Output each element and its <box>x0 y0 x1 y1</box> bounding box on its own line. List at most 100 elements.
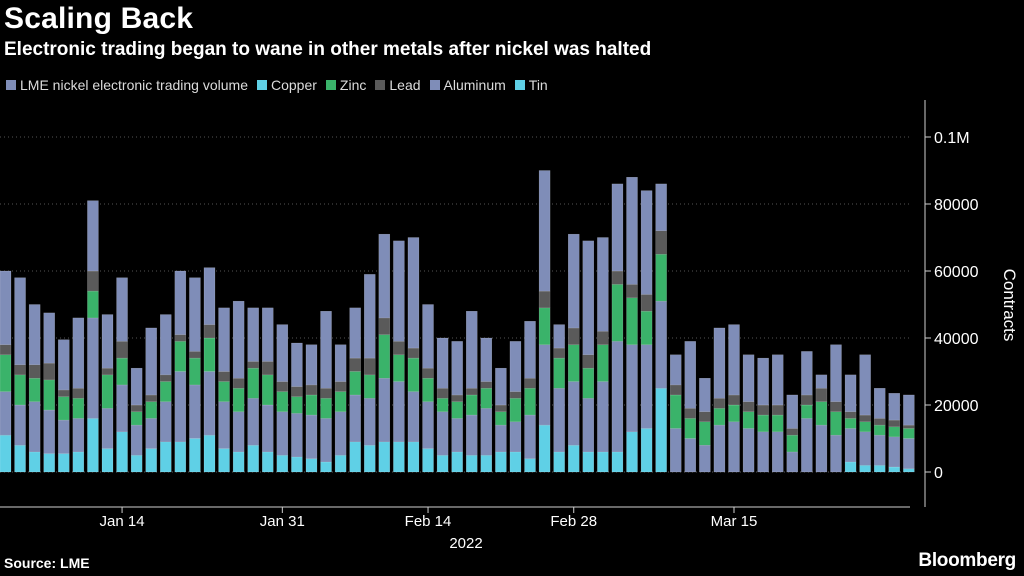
bar-segment-lead <box>393 240 405 342</box>
bar-segment-copper <box>349 371 361 396</box>
bar-segment-lead <box>742 354 755 402</box>
legend-item-lead: Lead <box>375 77 421 93</box>
legend-label: Zinc <box>339 77 367 93</box>
bar-segment-tin <box>538 424 551 473</box>
bar-segment-copper <box>859 421 871 433</box>
bar-segment-lead <box>597 237 609 332</box>
bar-segment-aluminum <box>247 398 259 446</box>
bar-segment-aluminum <box>0 391 12 436</box>
bar-segment-zinc <box>611 270 624 285</box>
bar-segment-zinc <box>655 230 667 255</box>
bar-segment-tin <box>14 445 26 473</box>
bar-segment-tin <box>626 431 638 473</box>
bar-segment-aluminum <box>495 424 507 453</box>
bar-segment-tin <box>364 445 376 473</box>
bar-segment-zinc <box>203 324 216 339</box>
bar-segment-lead <box>568 233 580 329</box>
bar-segment-tin <box>218 448 230 473</box>
bar-segment-aluminum <box>349 394 361 443</box>
bar-segment-lead <box>655 183 667 231</box>
x-tick-label: Mar 15 <box>711 513 758 530</box>
legend-item-tin: Tin <box>514 77 548 93</box>
bar-segment-zinc <box>422 367 434 379</box>
bar-segment-lead <box>364 274 376 359</box>
bar-segment-lead <box>903 394 915 426</box>
bar-segment-copper <box>786 434 798 453</box>
bar-segment-tin <box>203 434 216 473</box>
bar-segment-tin <box>232 451 245 473</box>
bar-segment-aluminum <box>116 384 128 432</box>
bar-segment-aluminum <box>757 431 769 473</box>
bar-segment-zinc <box>28 364 41 379</box>
bar-segment-aluminum <box>203 371 216 436</box>
bar-segment-copper <box>130 411 143 426</box>
bar-segment-copper <box>553 357 565 389</box>
bar-segment-aluminum <box>14 404 26 446</box>
bar-segment-tin <box>174 441 187 473</box>
bar-segment-copper <box>436 398 449 412</box>
bar-segment-copper <box>422 378 434 402</box>
bar-segment-tin <box>903 468 915 473</box>
bar-segment-tin <box>640 428 653 473</box>
legend-swatch <box>6 80 16 90</box>
bar-segment-aluminum <box>480 408 493 456</box>
chart-title: Scaling Back <box>4 2 194 35</box>
bar-segment-copper <box>844 418 857 429</box>
legend-item-aluminum: Aluminum <box>429 77 506 93</box>
bar-segment-lead <box>14 277 26 366</box>
bar-segment-zinc <box>844 411 857 419</box>
bar-segment-aluminum <box>830 434 842 473</box>
y-tick-label: 0 <box>934 465 943 482</box>
bar-segment-tin <box>480 455 493 473</box>
bar-segment-copper <box>888 426 900 438</box>
bar-segment-zinc <box>888 419 900 427</box>
bar-segment-copper <box>0 354 12 392</box>
bar-segment-tin <box>276 455 289 473</box>
bar-segment-copper <box>203 337 216 372</box>
bar-segment-copper <box>582 367 594 399</box>
bar-segment-aluminum <box>320 418 332 463</box>
bar-segment-zinc <box>582 354 594 369</box>
bar-segment-lead <box>276 324 289 382</box>
bar-segment-copper <box>291 396 303 414</box>
bar-segment-tin <box>87 418 99 473</box>
bar-segment-zinc <box>130 404 143 412</box>
x-tick-label: Feb 14 <box>405 513 452 530</box>
bar-segment-tin <box>888 466 900 473</box>
bar-segment-aluminum <box>174 371 187 443</box>
bar-segment-lead <box>407 237 420 349</box>
bar-segment-zinc <box>495 404 507 412</box>
bar-segment-lead <box>160 314 172 376</box>
bar-segment-copper <box>101 374 114 409</box>
bar-segment-aluminum <box>58 419 70 454</box>
bar-segment-tin <box>349 441 361 473</box>
bar-segment-lead <box>830 344 842 402</box>
bar-segment-tin <box>247 445 259 473</box>
legend-swatch <box>514 80 525 90</box>
bar-segment-zinc <box>43 362 55 381</box>
bar-segment-lead <box>262 307 274 362</box>
bar-segment-zinc <box>276 381 289 392</box>
bar-segment-copper <box>611 284 624 342</box>
bar-segment-lead <box>451 341 463 396</box>
bar-segment-aluminum <box>626 344 638 433</box>
legend-item-nickel: LME nickel electronic trading volume <box>6 77 248 93</box>
bar-segment-copper <box>495 411 507 426</box>
bar-segment-zinc <box>72 388 85 399</box>
bar-segment-lead <box>611 183 624 272</box>
bar-segment-tin <box>305 458 318 473</box>
bar-segment-copper <box>58 396 70 421</box>
bar-segment-lead <box>422 304 434 369</box>
bar-segment-lead <box>28 304 41 365</box>
bar-segment-copper <box>670 394 682 429</box>
bar-segment-lead <box>844 374 857 412</box>
bar-segment-aluminum <box>305 414 318 459</box>
bar-segment-copper <box>218 381 230 402</box>
bar-segment-zinc <box>786 428 798 436</box>
bar-segment-copper <box>28 378 41 402</box>
bar-segment-lead <box>436 337 449 389</box>
bar-segment-zinc <box>320 388 332 399</box>
bar-segment-aluminum <box>859 431 871 466</box>
bar-segment-copper <box>189 357 201 386</box>
bar-segment-zinc <box>451 394 463 402</box>
